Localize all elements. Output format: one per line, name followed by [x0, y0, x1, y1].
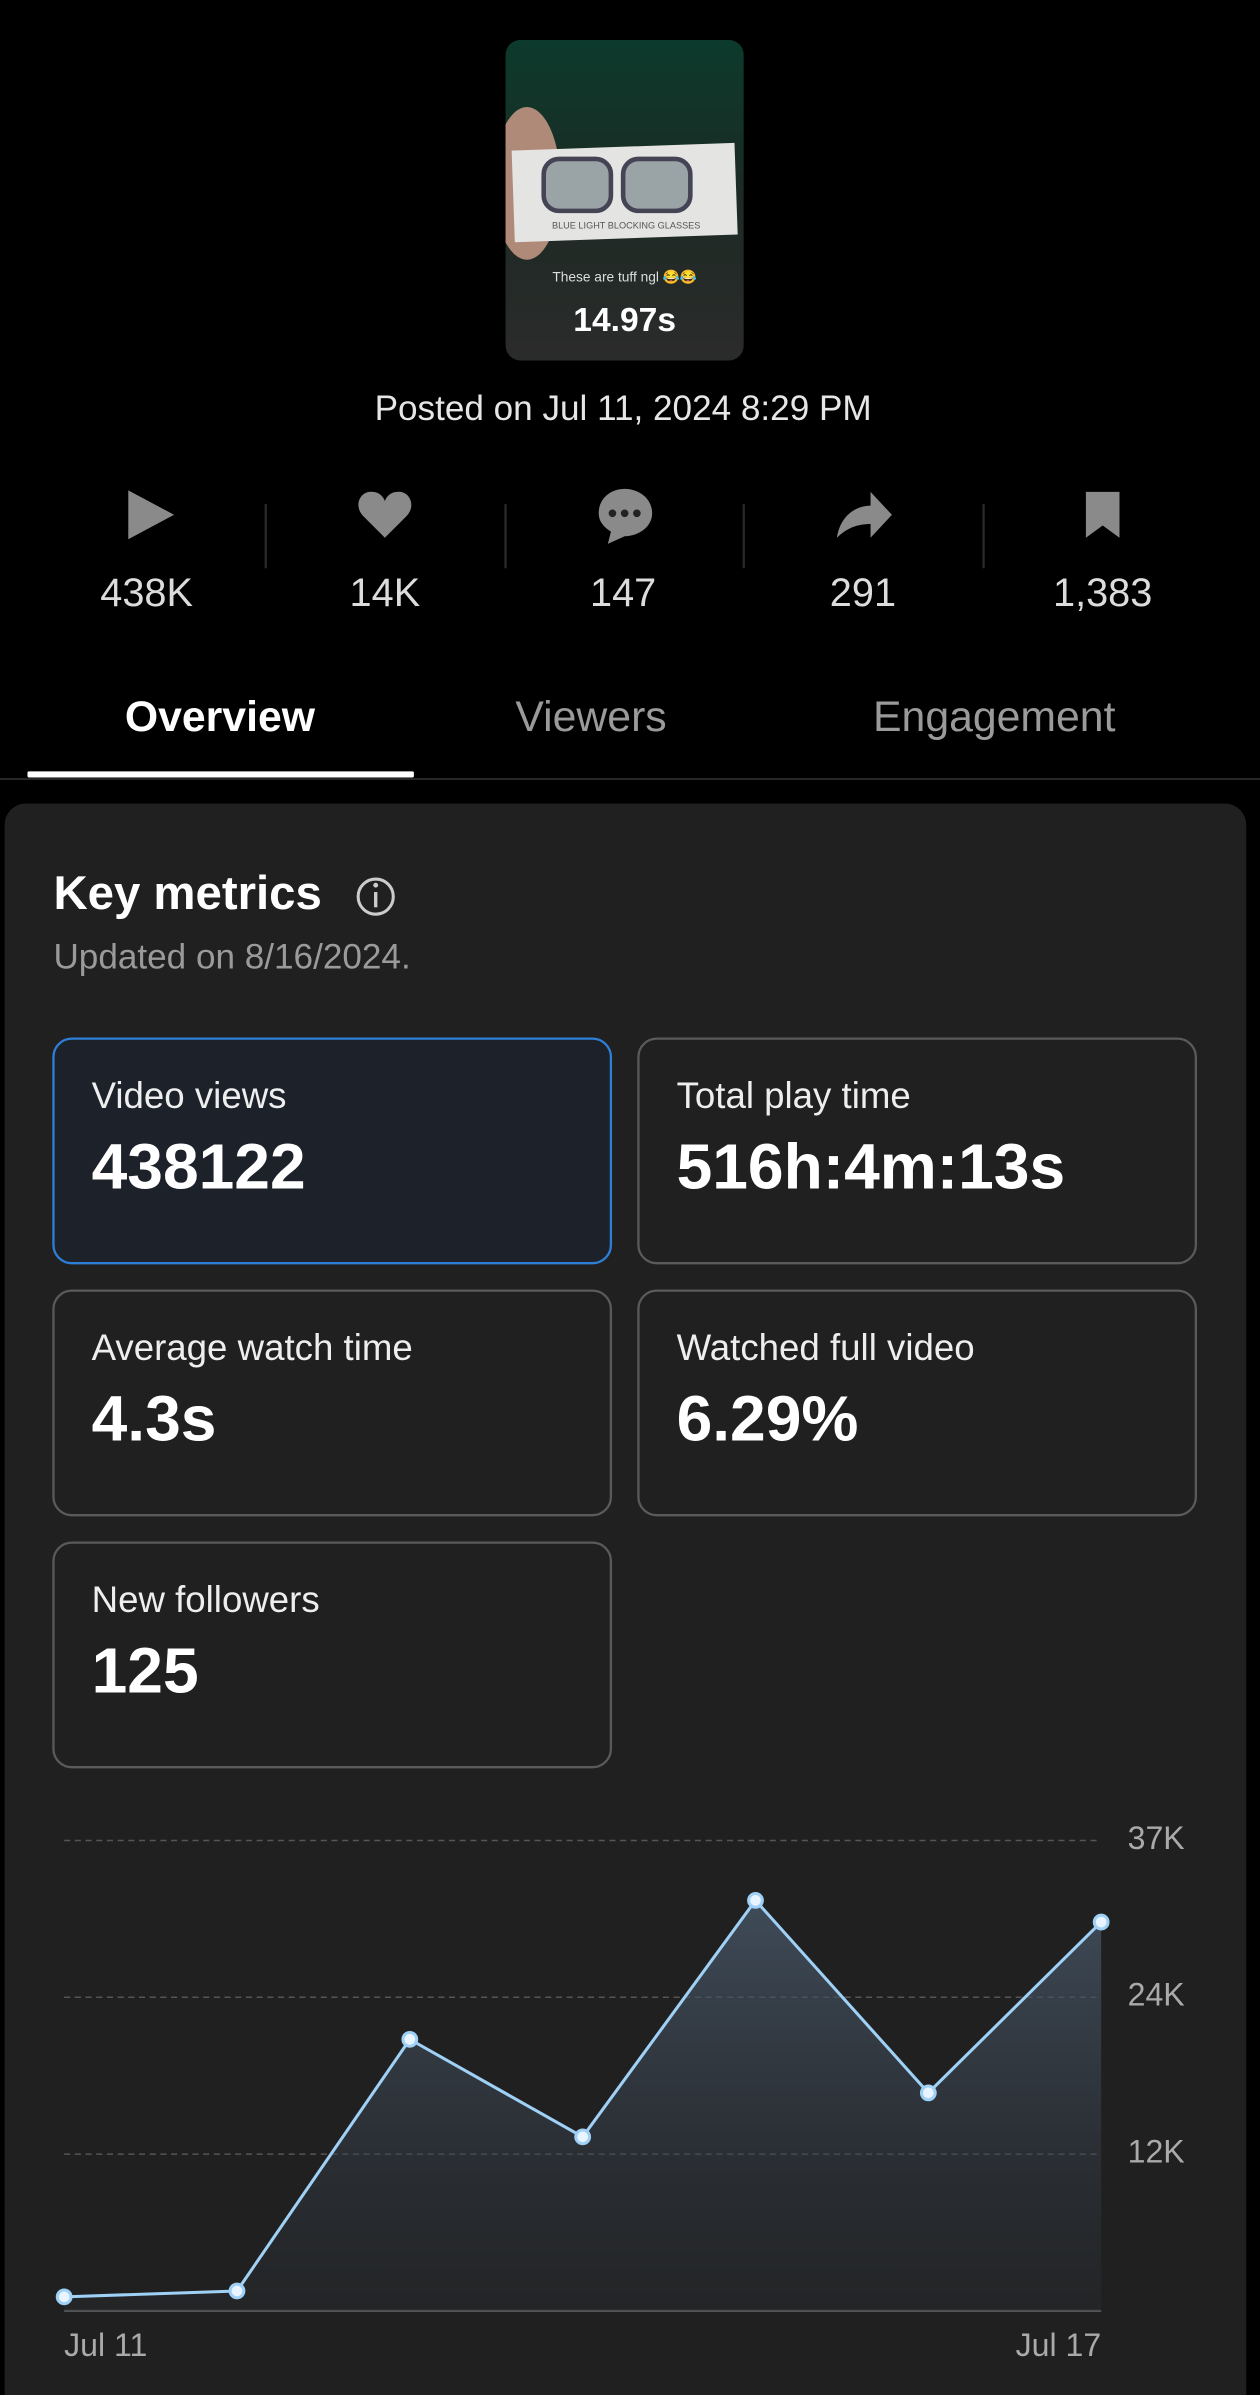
card-box: [637, 1037, 1197, 1265]
tabs: Overview Viewers Engagement: [125, 693, 1116, 741]
play-icon: [128, 490, 175, 540]
duration: 14.97s: [573, 302, 676, 339]
y-tick-label: 12K: [1128, 2134, 1186, 2170]
stat-value: 147: [590, 571, 656, 615]
tab[interactable]: Viewers: [515, 693, 666, 741]
info-icon[interactable]: [356, 877, 395, 916]
section-title: Key metrics: [53, 867, 321, 920]
metric-label: Average watch time: [92, 1327, 413, 1368]
stat-value: 291: [830, 571, 896, 615]
card-box: [52, 1541, 613, 1769]
stat-value: 14K: [350, 571, 421, 615]
bookmark-icon: [1085, 491, 1120, 538]
metric-value: 6.29%: [677, 1382, 859, 1454]
area: [64, 1900, 1102, 2311]
metric-label: Watched full video: [677, 1327, 975, 1368]
card-box: [637, 1289, 1197, 1517]
tab-indicator: [27, 771, 414, 778]
share-icon: [836, 491, 892, 538]
metric-value: 125: [92, 1634, 199, 1706]
video-thumbnail[interactable]: BLUE LIGHT BLOCKING GLASSES These are tu…: [493, 39, 744, 361]
metric-label: Video views: [92, 1075, 287, 1116]
metric-card[interactable]: Watched full video 6.29%: [637, 1289, 1197, 1517]
updated-date: Updated on 8/16/2024.: [53, 938, 410, 977]
point[interactable]: [55, 2288, 73, 2306]
card-box: [52, 1289, 613, 1517]
metric-card[interactable]: Video views 438122: [52, 1037, 613, 1265]
stat-value: 438K: [100, 571, 193, 615]
metric-card[interactable]: Total play time 516h:4m:13s: [637, 1037, 1197, 1265]
point[interactable]: [401, 2030, 419, 2048]
views-chart: 12K 24K 37K Jul 11 Jul 17: [55, 1820, 1186, 2363]
metric-cards: Video views 438122 Total play time 516h:4m:…: [52, 1037, 1197, 1769]
y-tick-label: 37K: [1128, 1820, 1186, 1856]
posted-date: Posted on Jul 11, 2024 8:29 PM: [375, 389, 872, 428]
comment-dots: [608, 509, 641, 518]
metric-card[interactable]: Average watch time 4.3s: [52, 1289, 613, 1517]
metric-value: 438122: [92, 1130, 306, 1202]
lens: [620, 156, 693, 214]
caption: These are tuff ngl 😂😂: [552, 269, 697, 285]
point[interactable]: [919, 2084, 937, 2102]
metric-value: 516h:4m:13s: [677, 1130, 1066, 1202]
lens: [541, 156, 614, 214]
point[interactable]: [228, 2282, 246, 2300]
tab[interactable]: Engagement: [873, 693, 1116, 741]
metric-label: New followers: [92, 1579, 320, 1620]
stat-dividers: [264, 504, 985, 569]
card-text: BLUE LIGHT BLOCKING GLASSES: [552, 221, 700, 231]
point[interactable]: [1092, 1913, 1110, 1931]
point[interactable]: [574, 2128, 592, 2146]
stats: 438K 14K 147 291 1,383: [100, 571, 1152, 615]
x-tick-label: Jul 11: [64, 2327, 147, 2363]
metric-label: Total play time: [677, 1075, 911, 1116]
metric-value: 4.3s: [92, 1382, 217, 1454]
stat-value: 1,383: [1053, 571, 1152, 615]
heart-icon: [358, 491, 412, 538]
x-tick-label: Jul 17: [1016, 2327, 1102, 2363]
tab[interactable]: Overview: [125, 693, 316, 741]
point[interactable]: [747, 1891, 764, 1909]
metric-card[interactable]: New followers 125: [52, 1541, 613, 1769]
card-box: [52, 1037, 613, 1265]
y-tick-label: 24K: [1128, 1977, 1186, 2013]
